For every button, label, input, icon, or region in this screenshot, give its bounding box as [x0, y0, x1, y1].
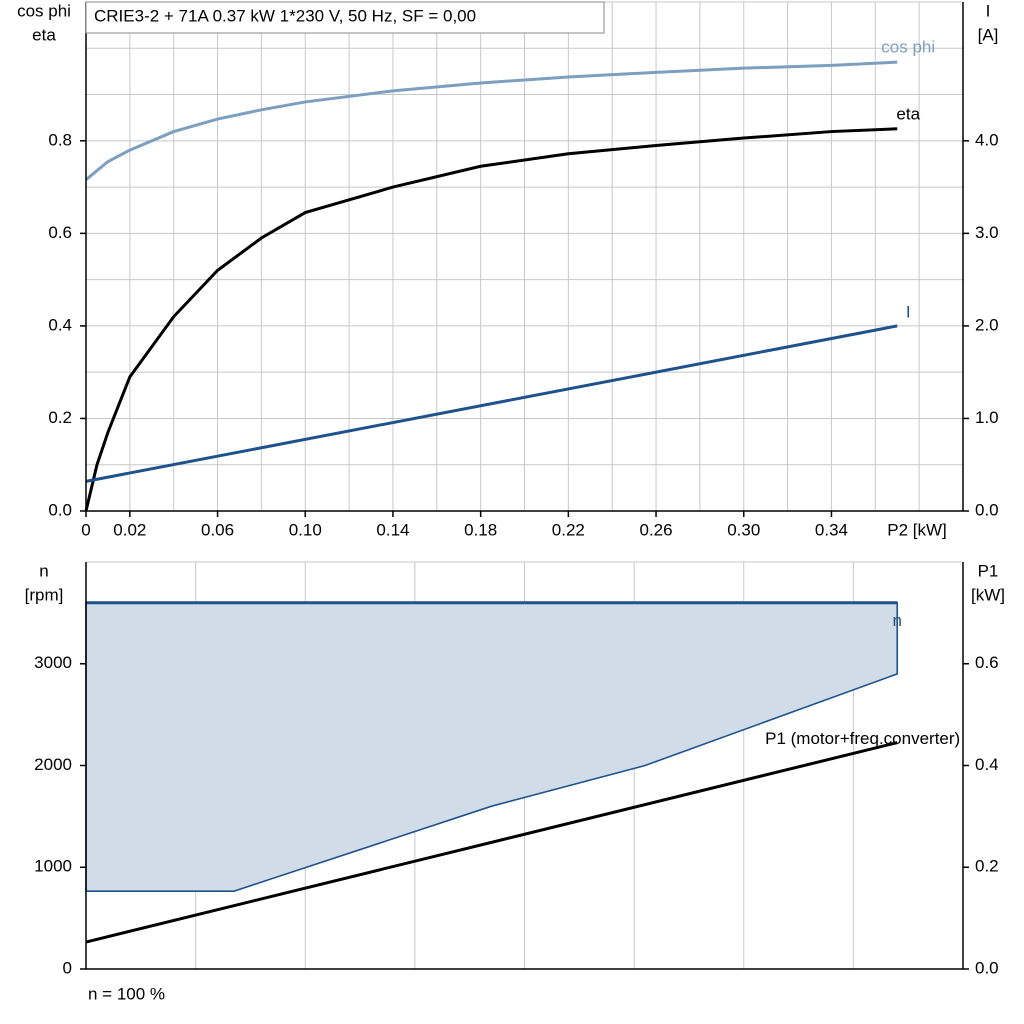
chart-title: CRIE3-2 + 71A 0.37 kW 1*230 V, 50 Hz, SF…	[94, 6, 476, 25]
x-tick-label: 0.18	[464, 520, 497, 539]
x-tick-label: 0	[81, 520, 90, 539]
series-line	[85, 60, 898, 181]
y-tick-label: 0.0	[48, 500, 72, 519]
y2-tick-label: 4.0	[975, 130, 999, 149]
x-tick-label: 0.26	[640, 520, 673, 539]
y2-tick-label: 1.0	[975, 408, 999, 427]
y-tick-label: 0.6	[48, 223, 72, 242]
y-tick-label: 0	[63, 958, 72, 977]
y2-tick-label: 0.0	[975, 500, 999, 519]
y2-axis-label: [kW]	[971, 585, 1005, 604]
note: n = 100 %	[88, 984, 165, 1003]
y-axis-label: n	[39, 561, 48, 580]
series-label: n	[892, 611, 901, 630]
x-axis-label: P2 [kW]	[887, 520, 947, 539]
y-axis-label: cos phi	[17, 1, 71, 20]
y2-tick-label: 3.0	[975, 223, 999, 242]
y-tick-label: 0.4	[48, 315, 72, 334]
series-label: P1 (motor+freq.converter)	[765, 729, 960, 748]
y-tick-label: 0.2	[48, 408, 72, 427]
x-tick-label: 0.02	[113, 520, 146, 539]
title-box	[85, 1, 605, 34]
x-tick-label: 0.30	[727, 520, 760, 539]
y2-axis-label: I	[986, 1, 991, 20]
y-axis-label: [rpm]	[25, 585, 64, 604]
y2-axis-label: [A]	[978, 25, 999, 44]
y2-tick-label: 2.0	[975, 315, 999, 334]
series-line	[84, 127, 898, 512]
x-tick-label: 0.06	[201, 520, 234, 539]
series-label: eta	[896, 104, 920, 123]
series-label: I	[906, 302, 911, 321]
y-tick-label: 0.8	[48, 130, 72, 149]
y-tick-label: 3000	[34, 653, 72, 672]
y2-tick-label: 0.6	[975, 653, 999, 672]
y2-tick-label: 0.4	[975, 755, 999, 774]
series-line	[85, 741, 898, 944]
y-tick-label: 1000	[34, 857, 72, 876]
series-label: cos phi	[881, 38, 935, 57]
range-area	[85, 601, 899, 892]
series-line	[85, 324, 898, 483]
y2-axis-label: P1	[978, 561, 999, 580]
x-tick-label: 0.34	[815, 520, 848, 539]
y-axis-label: eta	[32, 25, 56, 44]
y2-tick-label: 0.0	[975, 958, 999, 977]
x-tick-label: 0.14	[376, 520, 409, 539]
x-tick-label: 0.10	[289, 520, 322, 539]
x-tick-label: 0.22	[552, 520, 585, 539]
y-tick-label: 2000	[34, 755, 72, 774]
y2-tick-label: 0.2	[975, 857, 999, 876]
